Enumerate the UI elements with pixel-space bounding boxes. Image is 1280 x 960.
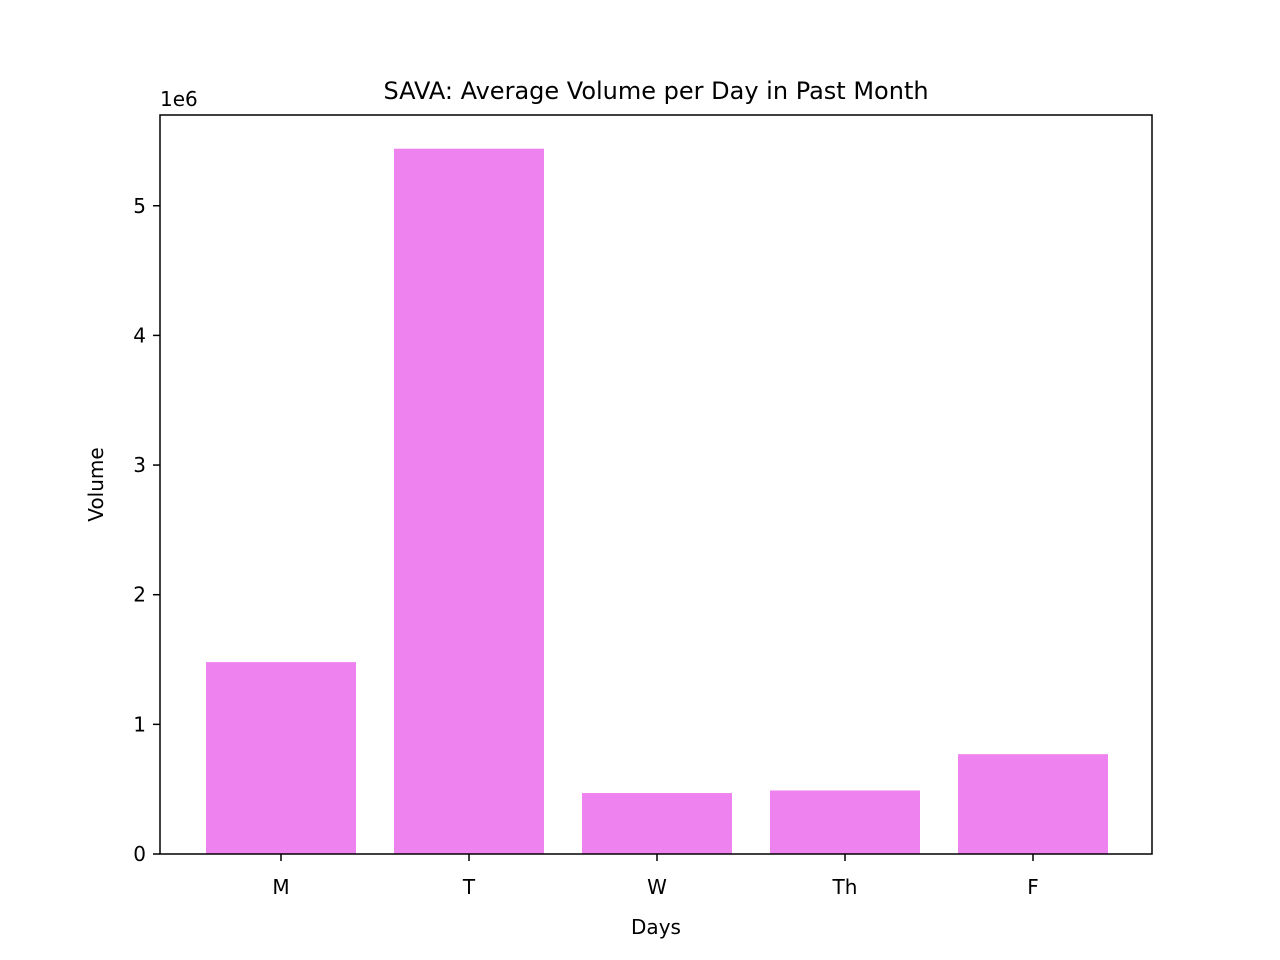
y-tick-label: 4 bbox=[133, 323, 146, 347]
bar-w bbox=[582, 793, 732, 854]
bar-th bbox=[770, 790, 920, 854]
x-axis-ticks: M T W Th F bbox=[272, 854, 1039, 899]
x-tick-label: F bbox=[1027, 875, 1039, 899]
x-tick-label: M bbox=[272, 875, 289, 899]
bar-m bbox=[206, 662, 356, 854]
bar-t bbox=[394, 148, 544, 855]
y-axis-offset-label: 1e6 bbox=[160, 87, 198, 111]
x-axis-label: Days bbox=[631, 915, 681, 939]
y-tick-label: 0 bbox=[133, 842, 146, 866]
y-axis-label: Volume bbox=[84, 447, 108, 521]
bar-f bbox=[958, 754, 1108, 854]
x-tick-label: W bbox=[647, 875, 667, 899]
y-tick-label: 1 bbox=[133, 712, 146, 736]
chart-title: SAVA: Average Volume per Day in Past Mon… bbox=[383, 77, 928, 105]
y-tick-label: 3 bbox=[133, 453, 146, 477]
y-tick-label: 5 bbox=[133, 194, 146, 218]
bars-layer bbox=[206, 148, 1108, 855]
x-tick-label: T bbox=[462, 875, 476, 899]
x-tick-label: Th bbox=[832, 875, 858, 899]
y-axis-ticks: 0 1 2 3 4 5 bbox=[133, 194, 160, 866]
y-tick-label: 2 bbox=[133, 583, 146, 607]
plot-frame bbox=[159, 114, 1153, 855]
